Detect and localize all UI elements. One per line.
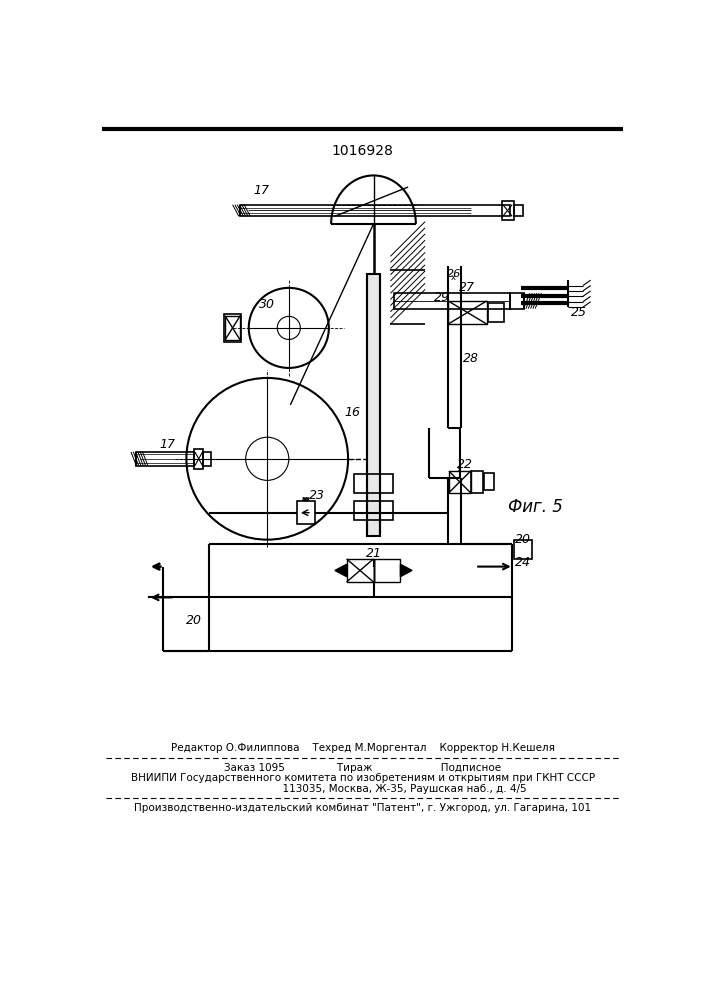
- Bar: [354, 474, 393, 493]
- Text: 30: 30: [259, 298, 275, 311]
- Text: Редактор О.Филиппова    Техред М.Моргентал    Корректор Н.Кешеля: Редактор О.Филиппова Техред М.Моргентал …: [170, 743, 555, 753]
- Bar: [514, 205, 523, 216]
- Text: 20: 20: [186, 614, 202, 627]
- Bar: [471, 471, 483, 493]
- Text: 17: 17: [253, 184, 269, 197]
- Bar: [136, 452, 194, 466]
- Text: x: x: [457, 465, 462, 474]
- Text: ВНИИПИ Государственного комитета по изобретениям и открытиям при ГКНТ СССР: ВНИИПИ Государственного комитета по изоб…: [131, 773, 595, 783]
- Text: 24: 24: [515, 556, 531, 569]
- Bar: [194, 449, 204, 469]
- Text: 25: 25: [571, 306, 587, 319]
- Text: Заказ 1095                Тираж                     Подписное: Заказ 1095 Тираж Подписное: [224, 763, 501, 773]
- Text: Фиг. 5: Фиг. 5: [508, 498, 563, 516]
- Bar: [373, 559, 400, 582]
- Text: 21: 21: [366, 547, 382, 560]
- Bar: [354, 501, 393, 520]
- Bar: [225, 316, 240, 340]
- Bar: [366, 274, 380, 536]
- Bar: [502, 201, 514, 220]
- Bar: [448, 301, 486, 324]
- Bar: [240, 205, 510, 216]
- Bar: [224, 314, 241, 342]
- Circle shape: [246, 437, 288, 480]
- Text: 113035, Москва, Ж-35, Раушская наб., д. 4/5: 113035, Москва, Ж-35, Раушская наб., д. …: [199, 784, 527, 794]
- Circle shape: [277, 316, 300, 339]
- Text: 1016928: 1016928: [332, 144, 394, 158]
- Polygon shape: [400, 564, 412, 577]
- Bar: [484, 473, 493, 490]
- Text: 26: 26: [446, 269, 461, 279]
- Text: 28: 28: [463, 352, 479, 365]
- Text: x: x: [451, 273, 456, 282]
- Bar: [449, 471, 471, 493]
- Bar: [514, 540, 532, 559]
- Text: 22: 22: [457, 458, 473, 471]
- Bar: [395, 293, 510, 309]
- Text: 16: 16: [344, 406, 360, 419]
- Bar: [510, 293, 524, 309]
- Circle shape: [187, 378, 348, 540]
- Bar: [296, 501, 315, 524]
- Bar: [346, 559, 373, 582]
- Circle shape: [249, 288, 329, 368]
- Text: 27: 27: [460, 281, 475, 294]
- Polygon shape: [335, 564, 346, 577]
- Text: 29: 29: [434, 291, 450, 304]
- Text: 17: 17: [159, 438, 175, 451]
- Text: 23: 23: [309, 489, 325, 502]
- Text: Производственно-издательский комбинат "Патент", г. Ужгород, ул. Гагарина, 101: Производственно-издательский комбинат "П…: [134, 803, 591, 813]
- Bar: [204, 452, 211, 466]
- Text: 20: 20: [515, 533, 531, 546]
- Bar: [489, 303, 503, 322]
